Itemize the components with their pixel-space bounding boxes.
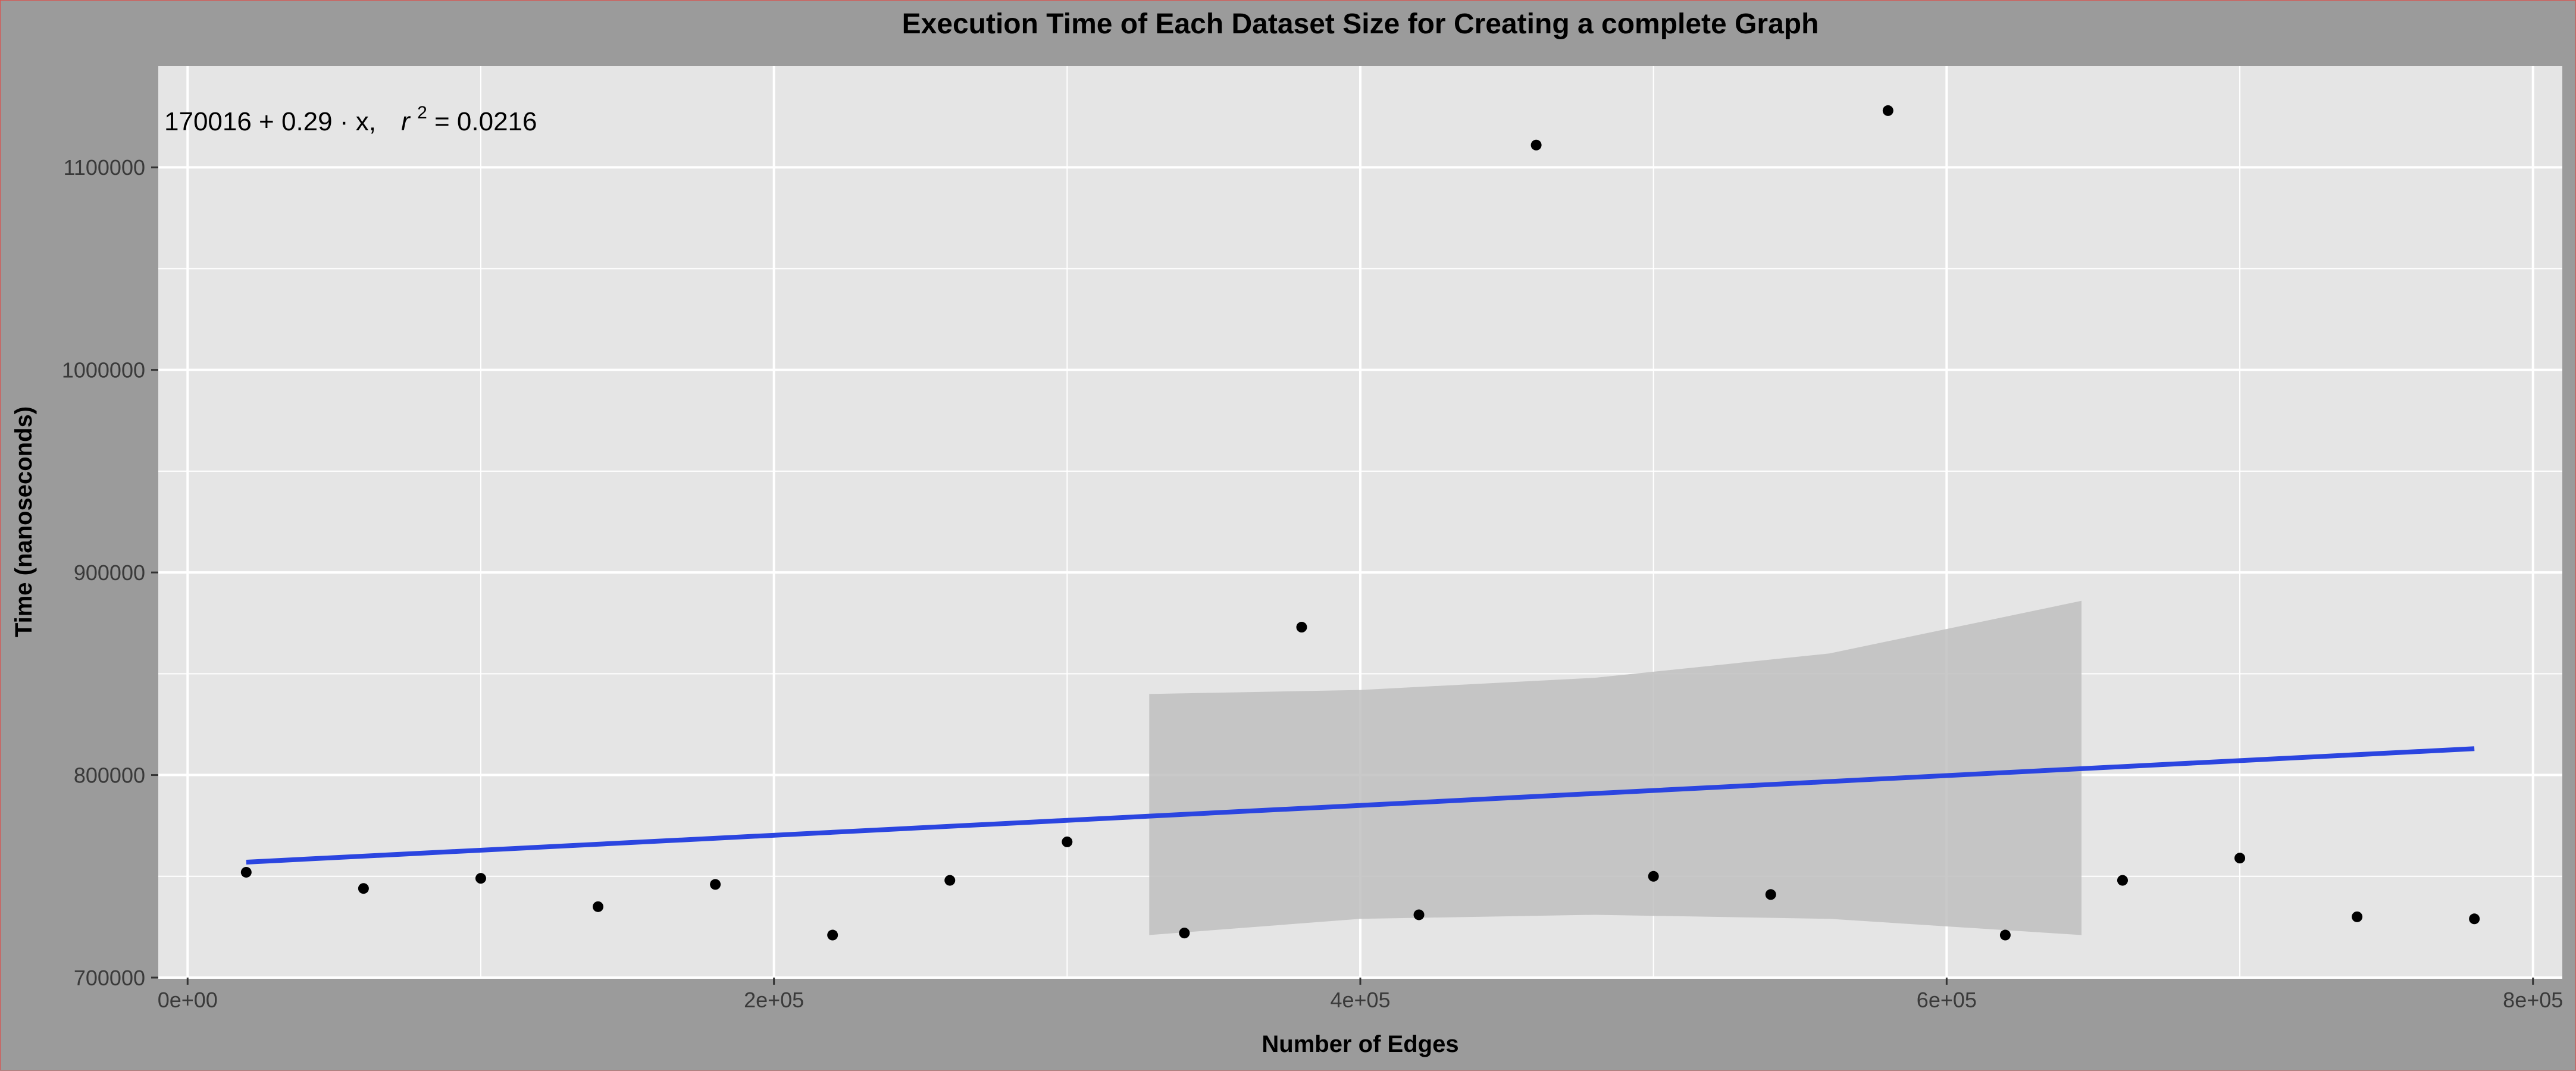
- y-tick-label: 700000: [74, 966, 145, 990]
- y-axis-title: Time (nanoseconds): [11, 406, 37, 637]
- data-point: [1648, 870, 1659, 882]
- data-point: [2117, 875, 2128, 886]
- equation-text: 170016 + 0.29 · x,: [164, 107, 376, 136]
- r2-value: = 0.0216: [434, 107, 537, 136]
- data-point: [1999, 929, 2011, 941]
- data-point: [2234, 853, 2246, 864]
- x-tick-label: 4e+05: [1330, 988, 1390, 1012]
- r2-symbol: r: [401, 107, 411, 136]
- data-point: [1882, 105, 1893, 116]
- x-tick-label: 0e+00: [158, 988, 218, 1012]
- y-tick-label: 900000: [74, 560, 145, 585]
- y-tick-label: 800000: [74, 763, 145, 788]
- confidence-band: [1149, 600, 2082, 935]
- data-point: [827, 929, 838, 941]
- data-point: [1765, 889, 1776, 900]
- data-point: [475, 873, 486, 884]
- y-tick-label: 1000000: [62, 358, 145, 383]
- data-point: [2469, 913, 2480, 925]
- data-point: [1179, 928, 1190, 939]
- chart-title: Execution Time of Each Dataset Size for …: [902, 8, 1819, 40]
- x-axis-title: Number of Edges: [1262, 1031, 1458, 1057]
- y-axis-ticks: 700000 800000 900000 1000000 1100000: [62, 155, 158, 990]
- data-point: [358, 883, 369, 894]
- data-point: [593, 901, 604, 912]
- data-point: [1413, 909, 1425, 920]
- regression-line: [246, 746, 2475, 865]
- x-axis-ticks: 0e+00 2e+05 4e+05 6e+05 8e+05: [158, 978, 2563, 1012]
- data-points: [240, 105, 2480, 941]
- data-point: [2352, 911, 2363, 922]
- data-point: [944, 875, 956, 886]
- data-point: [240, 866, 252, 878]
- regression-equation: 170016 + 0.29 · x, r 2 = 0.0216: [164, 95, 537, 136]
- data-point: [1062, 836, 1073, 847]
- data-point: [710, 879, 721, 890]
- x-tick-label: 6e+05: [1917, 988, 1977, 1012]
- r2-exponent: 2: [417, 103, 427, 123]
- data-point: [1530, 139, 1542, 151]
- x-tick-label: 2e+05: [744, 988, 804, 1012]
- x-tick-label: 8e+05: [2503, 988, 2563, 1012]
- y-tick-label: 1100000: [64, 155, 145, 180]
- data-point: [1296, 622, 1307, 633]
